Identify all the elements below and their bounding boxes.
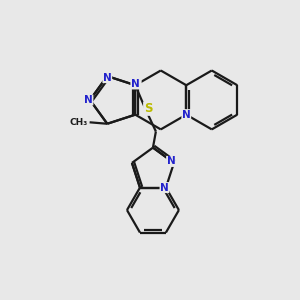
Text: N: N bbox=[167, 156, 176, 167]
Text: S: S bbox=[144, 102, 152, 115]
Text: N: N bbox=[182, 110, 191, 120]
Text: N: N bbox=[84, 95, 93, 105]
Text: N: N bbox=[160, 183, 169, 193]
Text: N: N bbox=[131, 79, 140, 89]
Text: N: N bbox=[132, 79, 141, 89]
Text: N: N bbox=[103, 73, 112, 82]
Text: CH₃: CH₃ bbox=[69, 118, 87, 127]
